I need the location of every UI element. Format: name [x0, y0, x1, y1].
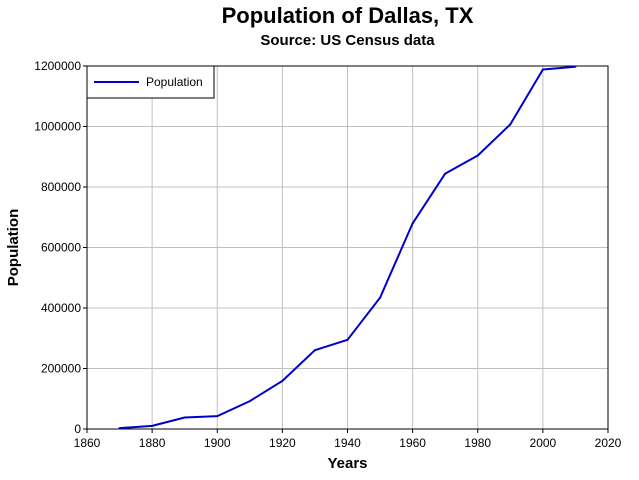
y-tick-label: 0 — [74, 422, 81, 436]
x-tick-label: 1920 — [269, 436, 296, 450]
chart-subtitle: Source: US Census data — [260, 32, 435, 49]
data-point — [118, 427, 121, 430]
legend[interactable]: Population — [86, 65, 215, 99]
x-tick-label: 2000 — [530, 436, 557, 450]
data-point — [216, 415, 219, 418]
legend-label: Population — [146, 75, 203, 89]
data-point — [313, 349, 316, 352]
data-point — [281, 379, 284, 382]
grid-lines — [86, 65, 609, 430]
y-tick-label: 1200000 — [34, 59, 81, 73]
data-point — [151, 424, 154, 427]
x-tick-label: 1860 — [74, 436, 101, 450]
data-point — [476, 154, 479, 157]
chart-title: Population of Dallas, TX — [221, 3, 474, 28]
y-tick-label: 400000 — [41, 301, 81, 315]
data-point — [541, 68, 544, 71]
y-tick-label: 800000 — [41, 180, 81, 194]
x-tick-label: 1940 — [334, 436, 361, 450]
data-point — [509, 123, 512, 126]
x-axis-label: Years — [327, 455, 367, 472]
data-point — [183, 416, 186, 419]
y-axis-label: Population — [5, 209, 22, 287]
y-tick-label: 1000000 — [34, 120, 81, 134]
data-point — [346, 338, 349, 341]
series-group — [118, 65, 577, 430]
data-point — [379, 296, 382, 299]
x-tick-label: 1880 — [139, 436, 166, 450]
x-tick-label: 1980 — [464, 436, 491, 450]
y-axis-ticks: 0 200000 400000 600000 800000 1000000 1200000 — [34, 59, 87, 436]
x-tick-label: 2020 — [595, 436, 622, 450]
x-axis-ticks: 1860 1880 1900 1920 1940 1960 1980 2000 2020 — [74, 429, 622, 450]
data-point — [574, 65, 577, 68]
data-point — [411, 222, 414, 225]
y-tick-label: 600000 — [41, 241, 81, 255]
y-tick-label: 200000 — [41, 362, 81, 376]
x-tick-label: 1900 — [204, 436, 231, 450]
data-point — [444, 172, 447, 175]
data-point — [248, 400, 251, 403]
x-tick-label: 1960 — [399, 436, 426, 450]
